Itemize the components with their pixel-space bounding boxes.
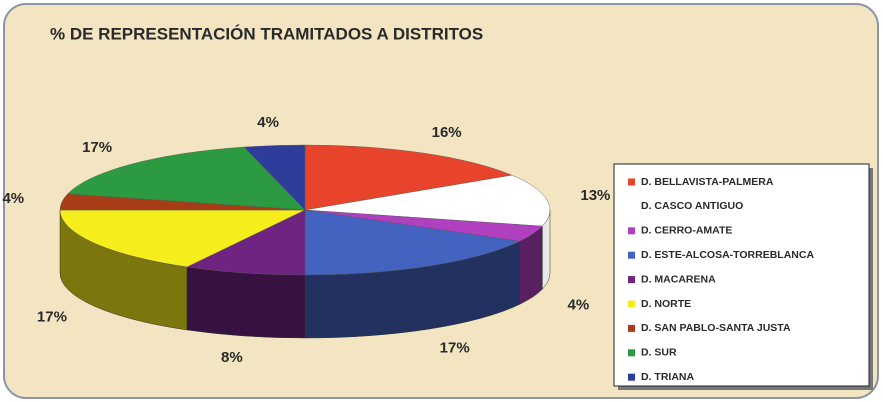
slice (67, 146, 306, 211)
legend-swatch (628, 202, 635, 210)
chart-title: % DE REPRESENTACIÓN TRAMITADOS A DISTRIT… (50, 24, 483, 43)
legend (613, 163, 870, 387)
slice (186, 209, 306, 276)
slice (304, 144, 513, 211)
legend-swatch (628, 300, 635, 308)
data-label: 17% (82, 139, 112, 156)
legend-label: D. TRIANA (641, 371, 694, 383)
data-label: 16% (432, 124, 462, 141)
slice-side (186, 266, 306, 339)
data-label: 17% (37, 309, 67, 326)
legend-label: D. NORTE (641, 298, 691, 310)
data-label: 17% (440, 339, 470, 356)
legend-label: D. SUR (641, 347, 677, 359)
legend-label: D. SAN PABLO-SANTA JUSTA (641, 322, 791, 334)
legend-swatch (628, 373, 635, 381)
legend-swatch (628, 349, 635, 357)
legend-swatch (628, 251, 635, 259)
legend-label: D. CERRO-AMATE (641, 225, 732, 237)
slice (304, 174, 551, 227)
legend-label: D. ESTE-ALCOSA-TORREBLANCA (641, 249, 814, 261)
legend-swatch (628, 227, 635, 235)
data-label: 4% (257, 114, 279, 131)
legend-label: D. CASCO ANTIGUO (641, 200, 743, 212)
data-label: 4% (2, 190, 24, 207)
legend-swatch (628, 178, 635, 186)
legend-swatch (628, 324, 635, 332)
data-label: 8% (221, 349, 243, 366)
data-label: 4% (568, 296, 590, 313)
slice (59, 209, 306, 268)
legend-label: D. BELLAVISTA-PALMERA (641, 176, 774, 188)
slice (304, 209, 521, 276)
slice (243, 144, 306, 211)
legend-label: D. MACARENA (641, 273, 716, 285)
legend-swatch (628, 276, 635, 284)
data-label: 13% (580, 187, 610, 204)
